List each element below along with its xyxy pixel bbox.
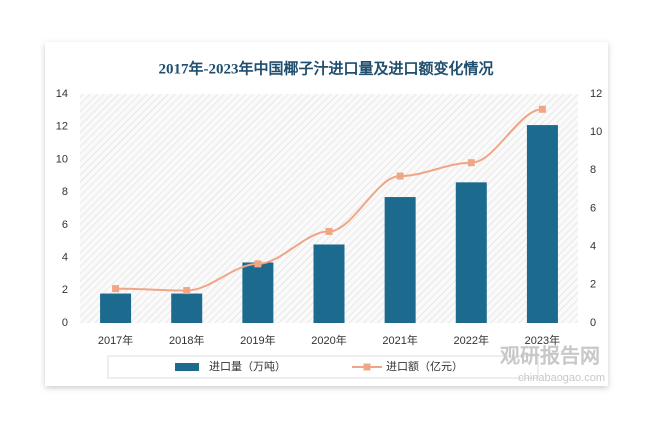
line-marker bbox=[396, 172, 404, 180]
bar bbox=[242, 262, 274, 323]
line-marker bbox=[112, 285, 120, 293]
x-tick-label: 2021年 bbox=[382, 333, 417, 347]
legend-marker bbox=[363, 363, 371, 371]
legend-label: 进口量（万吨） bbox=[209, 360, 286, 373]
bar bbox=[384, 197, 416, 323]
y-tick-label: 8 bbox=[62, 186, 68, 198]
y-tick-label: 2 bbox=[62, 284, 68, 296]
y2-tick-label: 0 bbox=[590, 317, 596, 329]
x-tick-label: 2017年 bbox=[98, 333, 133, 347]
y-tick-label: 10 bbox=[56, 153, 68, 165]
legend-swatch bbox=[175, 363, 199, 371]
line-marker bbox=[538, 105, 546, 113]
x-tick-label: 2019年 bbox=[240, 333, 275, 347]
y2-tick-label: 2 bbox=[590, 279, 596, 291]
line-marker bbox=[183, 287, 191, 295]
legend-label: 进口额（亿元） bbox=[386, 360, 463, 373]
x-tick-label: 2023年 bbox=[525, 333, 560, 347]
line-marker bbox=[467, 159, 475, 167]
x-tick-label: 2020年 bbox=[311, 333, 346, 347]
x-tick-label: 2018年 bbox=[169, 333, 204, 347]
y-tick-label: 0 bbox=[62, 317, 68, 329]
line-marker bbox=[254, 260, 262, 268]
y-tick-label: 4 bbox=[62, 251, 68, 263]
line-marker bbox=[325, 227, 333, 235]
y-tick-label: 12 bbox=[56, 121, 68, 133]
bar bbox=[171, 293, 203, 323]
y2-tick-label: 12 bbox=[590, 88, 602, 100]
watermark-url: chinabaogao.com bbox=[518, 372, 605, 384]
bar bbox=[100, 293, 132, 323]
x-tick-label: 2022年 bbox=[454, 333, 489, 347]
bar bbox=[313, 244, 345, 323]
y2-tick-label: 8 bbox=[590, 164, 596, 176]
y-tick-label: 6 bbox=[62, 219, 68, 231]
bar bbox=[526, 125, 558, 323]
legend-box bbox=[107, 355, 539, 379]
bar bbox=[455, 182, 487, 323]
y-tick-label: 14 bbox=[56, 88, 68, 100]
y2-tick-label: 10 bbox=[590, 126, 602, 138]
chart-title: 2017年-2023年中国椰子汁进口量及进口额变化情况 bbox=[159, 59, 494, 77]
y2-tick-label: 4 bbox=[590, 241, 596, 253]
y2-tick-label: 6 bbox=[590, 202, 596, 214]
watermark: 观研报告网 bbox=[500, 343, 600, 367]
